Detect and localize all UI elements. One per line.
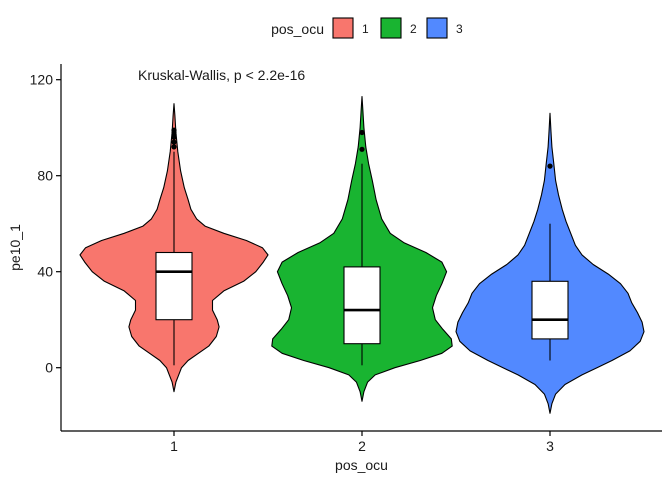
kruskal-wallis-annotation: Kruskal-Wallis, p < 2.2e-16	[138, 67, 305, 83]
y-tick-label: 40	[37, 264, 53, 280]
x-axis-label: pos_ocu	[335, 457, 388, 473]
legend: pos_ocu 1 2 3	[271, 17, 463, 39]
legend-label-2: 2	[410, 22, 417, 36]
legend-key-1	[332, 17, 354, 39]
legend-label-3: 3	[456, 22, 463, 36]
x-tick-label: 3	[546, 438, 554, 454]
outlier-point-1	[171, 127, 177, 133]
legend-key-2	[380, 17, 402, 39]
x-tick-label: 1	[170, 438, 178, 454]
x-ticks: 1 2 3	[170, 431, 554, 454]
y-tick-label: 120	[30, 72, 54, 88]
legend-key-3	[426, 17, 448, 39]
y-tick-label: 0	[45, 360, 53, 376]
legend-label-1: 1	[362, 22, 369, 36]
y-axis-label: pe10_1	[7, 224, 23, 271]
boxplot-box-3	[531, 280, 569, 340]
y-tick-label: 80	[37, 168, 53, 184]
legend-title: pos_ocu	[271, 21, 324, 37]
plot-area	[79, 95, 645, 414]
boxplot-box-1	[155, 251, 193, 321]
outlier-point-1	[171, 144, 177, 150]
outlier-point-2	[359, 129, 365, 136]
outlier-point-2	[359, 146, 365, 152]
boxplot-box-2	[343, 266, 381, 345]
y-ticks: 0 40 80 120	[30, 72, 61, 376]
x-tick-label: 2	[358, 438, 366, 454]
outlier-point-1	[171, 139, 177, 145]
outlier-point-3	[547, 163, 553, 169]
